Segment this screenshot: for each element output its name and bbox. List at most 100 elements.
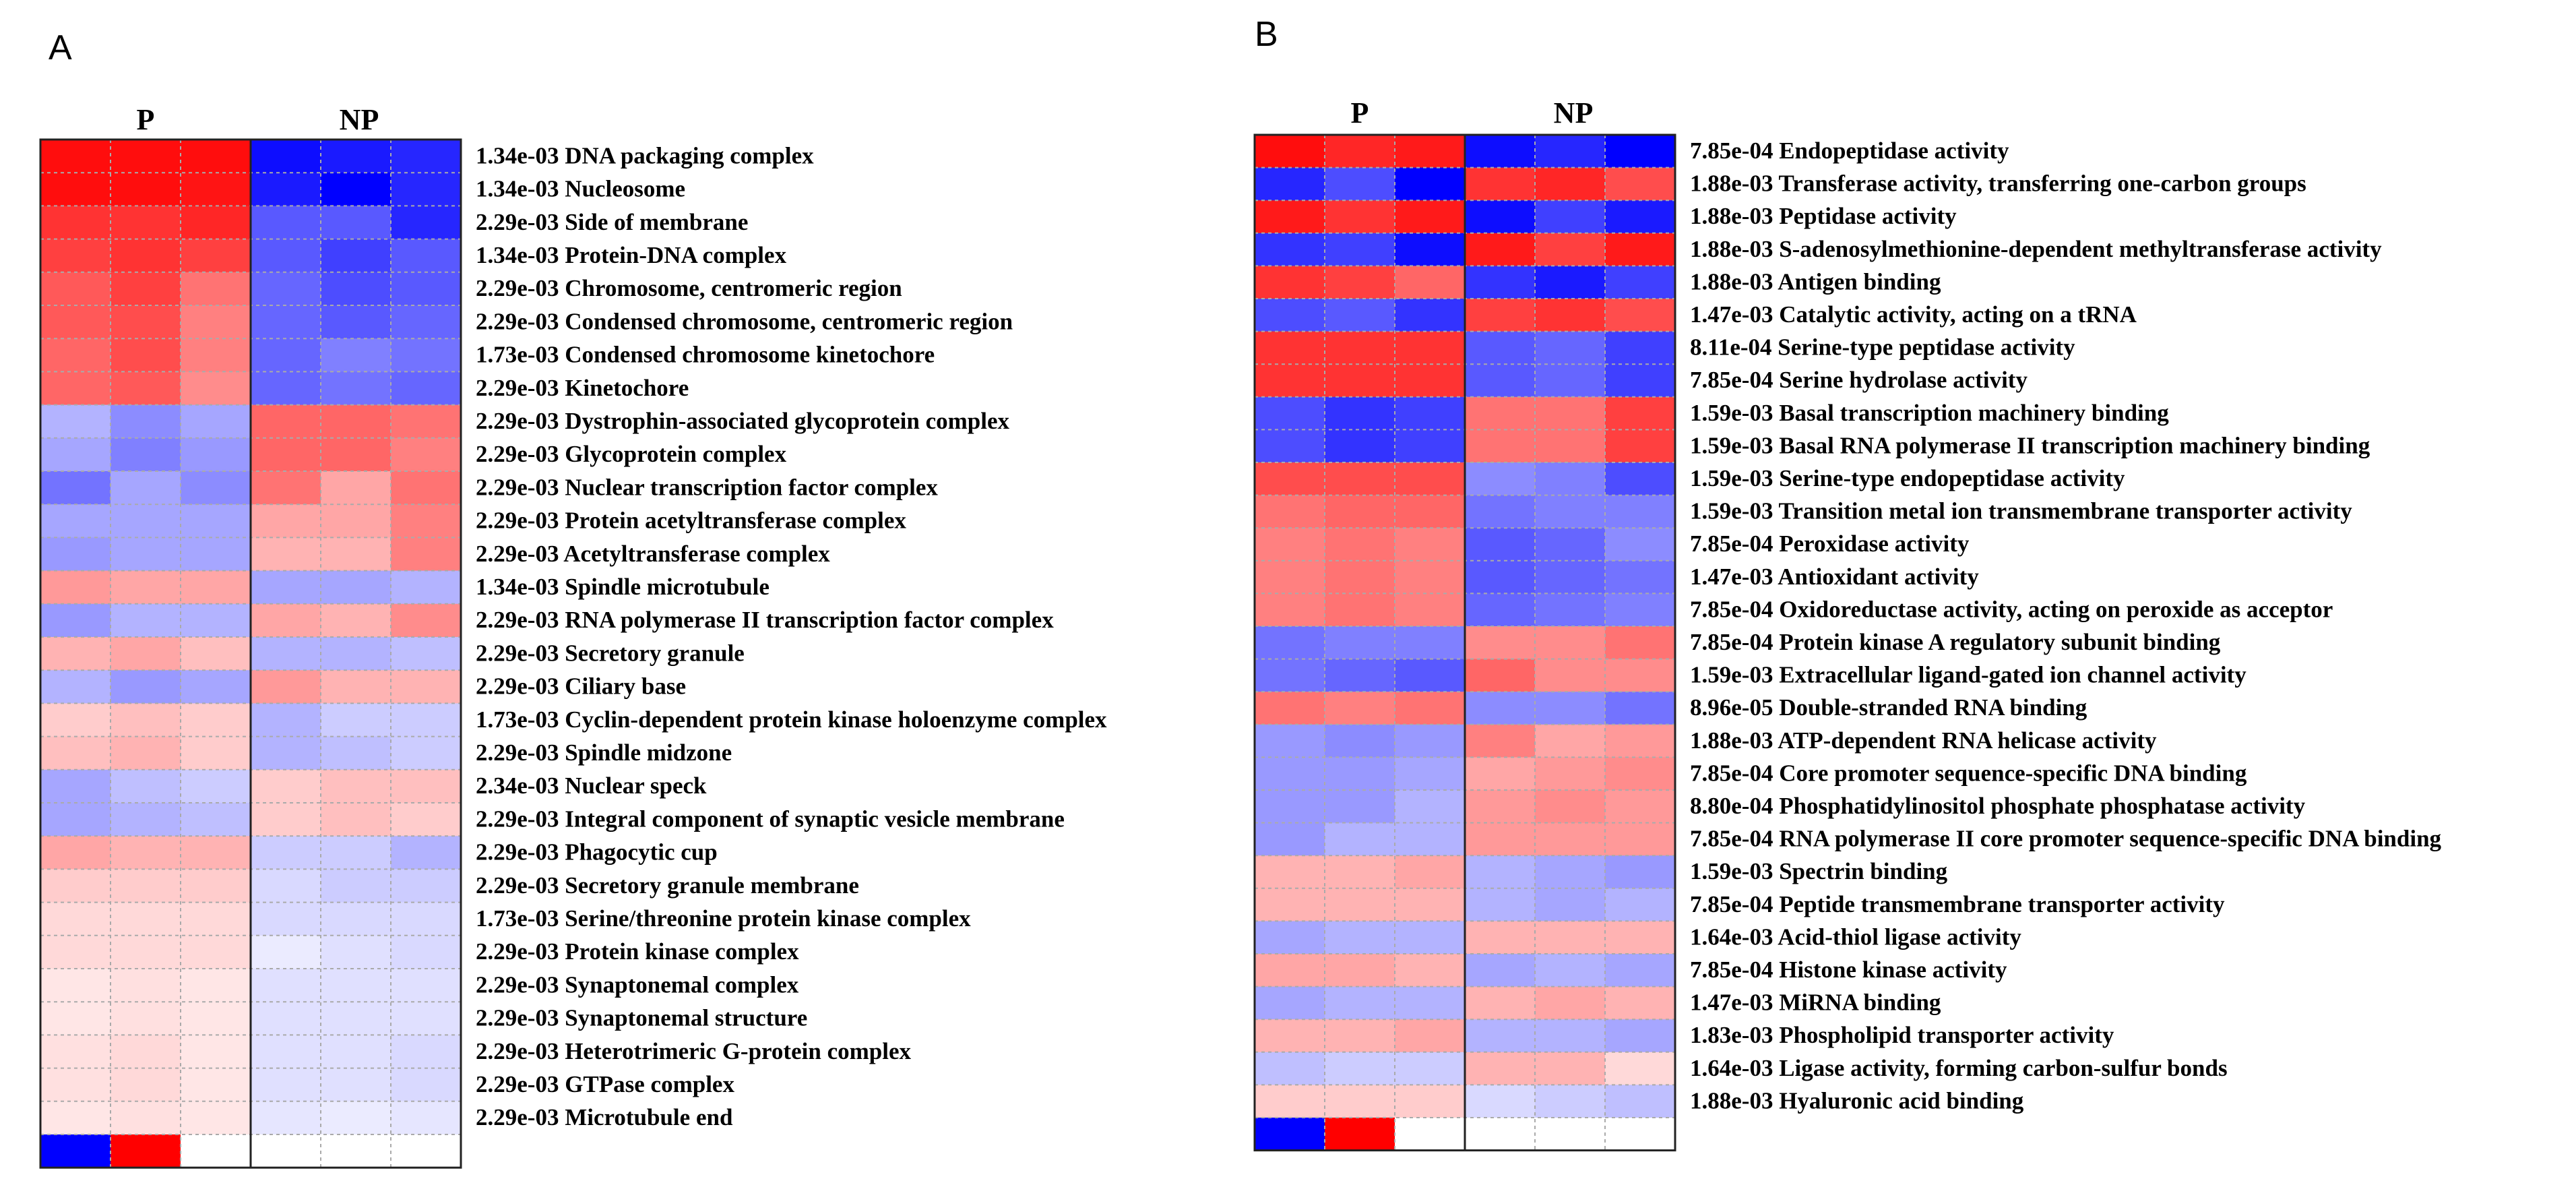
- heatmap-cell: [1535, 659, 1606, 692]
- heatmap-cell: [1395, 626, 1466, 660]
- heatmap-cell: [1325, 954, 1395, 988]
- heatmap-cell: [40, 803, 111, 837]
- heatmap-cell: [1325, 364, 1395, 398]
- heatmap-cell: [40, 504, 111, 538]
- heatmap-cell: [321, 769, 391, 803]
- heatmap-cell: [251, 902, 321, 936]
- heatmap-cell: [1605, 921, 1676, 954]
- heatmap-cell: [1535, 1085, 1606, 1118]
- heatmap-cell: [251, 703, 321, 737]
- row-label: 2.29e-03 Nuclear transcription factor co…: [476, 474, 938, 500]
- heatmap-cell: [111, 471, 181, 505]
- row-label: 7.85e-04 Core promoter sequence-specific…: [1690, 760, 2247, 786]
- row-label: 2.29e-03 Kinetochore: [476, 375, 689, 401]
- heatmap-cell: [1535, 167, 1606, 201]
- heatmap-cell: [1605, 364, 1676, 398]
- heatmap-cell: [1395, 888, 1466, 921]
- heatmap-cell: [251, 537, 321, 572]
- heatmap-cell: [181, 902, 251, 936]
- heatmap-cell: [1255, 822, 1325, 856]
- heatmap-cell: [1605, 429, 1676, 463]
- heatmap-cell: [1395, 396, 1466, 430]
- row-label: 1.88e-03 Transferase activity, transferr…: [1690, 171, 2306, 197]
- heatmap-cell: [181, 869, 251, 903]
- heatmap-cell: [1535, 593, 1606, 627]
- heatmap-cell: [1325, 167, 1395, 201]
- heatmap-cell: [181, 239, 251, 273]
- legend-blank: [1605, 1118, 1676, 1151]
- heatmap-cell: [251, 670, 321, 704]
- heatmap-cell: [1535, 822, 1606, 856]
- heatmap-cell: [1535, 790, 1606, 824]
- heatmap-cell: [1395, 462, 1466, 496]
- heatmap-cell: [1325, 1085, 1395, 1118]
- heatmap-cell: [321, 471, 391, 505]
- heatmap-cell: [321, 305, 391, 339]
- heatmap-cell: [1255, 560, 1325, 594]
- panel-letter: A: [49, 28, 72, 67]
- row-label: 8.11e-04 Serine-type peptidase activity: [1690, 334, 2075, 361]
- row-label: 1.88e-03 ATP-dependent RNA helicase acti…: [1690, 727, 2157, 754]
- legend-swatch: [181, 1134, 251, 1168]
- heatmap-cell: [1605, 299, 1676, 332]
- heatmap-cell: [1605, 888, 1676, 921]
- heatmap-cell: [1325, 528, 1395, 562]
- heatmap-cell: [181, 736, 251, 770]
- heatmap-cell: [1465, 1052, 1536, 1085]
- heatmap-cell: [111, 206, 181, 240]
- heatmap-cell: [1255, 855, 1325, 889]
- heatmap-cell: [40, 437, 111, 472]
- heatmap-cell: [1535, 299, 1606, 332]
- heatmap-cell: [1395, 1019, 1466, 1053]
- heatmap-cell: [1465, 462, 1536, 496]
- heatmap-cell: [321, 504, 391, 538]
- row-label: 2.29e-03 Dystrophin-associated glycoprot…: [476, 408, 1009, 434]
- heatmap-cell: [391, 173, 462, 206]
- row-label: 7.85e-04 Histone kinase activity: [1690, 957, 2007, 983]
- heatmap-cell: [1465, 560, 1536, 594]
- heatmap-cell: [391, 305, 462, 339]
- heatmap-cell: [40, 769, 111, 803]
- heatmap-cell: [1325, 331, 1395, 365]
- heatmap-cell: [391, 239, 462, 273]
- heatmap-cell: [251, 1035, 321, 1069]
- row-label: 2.29e-03 Spindle midzone: [476, 739, 732, 766]
- heatmap-cell: [111, 935, 181, 969]
- row-label: 7.85e-04 Protein kinase A regulatory sub…: [1690, 629, 2221, 655]
- heatmap-cell: [1325, 266, 1395, 299]
- heatmap-cell: [181, 173, 251, 206]
- heatmap-cell: [111, 371, 181, 406]
- row-label: 8.80e-04 Phosphatidylinositol phosphate …: [1690, 793, 2306, 819]
- heatmap-cell: [1325, 462, 1395, 496]
- row-label: 1.59e-03 Spectrin binding: [1690, 858, 1948, 884]
- heatmap-cell: [1395, 495, 1466, 528]
- heatmap-cell: [111, 1068, 181, 1102]
- heatmap-cell: [181, 603, 251, 638]
- heatmap-cell: [391, 869, 462, 903]
- heatmap-cell: [1605, 266, 1676, 299]
- heatmap-cell: [1605, 790, 1676, 824]
- heatmap-cell: [1325, 921, 1395, 954]
- row-label: 1.88e-03 S-adenosylmethionine-dependent …: [1690, 236, 2382, 262]
- heatmap-cell: [251, 935, 321, 969]
- heatmap-cell: [40, 637, 111, 671]
- heatmap-cell: [1325, 396, 1395, 430]
- row-label: 1.88e-03 Antigen binding: [1690, 268, 1941, 295]
- heatmap-cell: [391, 902, 462, 936]
- heatmap-cell: [1465, 266, 1536, 299]
- heatmap-cell: [1325, 888, 1395, 921]
- heatmap-cell: [1325, 626, 1395, 660]
- heatmap-cell: [1325, 135, 1395, 169]
- row-label: 2.29e-03 Synaptonemal structure: [476, 1005, 807, 1031]
- heatmap-cell: [181, 504, 251, 538]
- row-label: 2.29e-03 Ciliary base: [476, 673, 686, 700]
- heatmap-cell: [1465, 299, 1536, 332]
- heatmap-cell: [1395, 1052, 1466, 1085]
- heatmap-cell: [1255, 888, 1325, 921]
- heatmap-cell: [111, 1035, 181, 1069]
- heatmap-cell: [1395, 167, 1466, 201]
- heatmap-cell: [391, 1101, 462, 1135]
- heatmap-cell: [181, 637, 251, 671]
- heatmap-cell: [391, 769, 462, 803]
